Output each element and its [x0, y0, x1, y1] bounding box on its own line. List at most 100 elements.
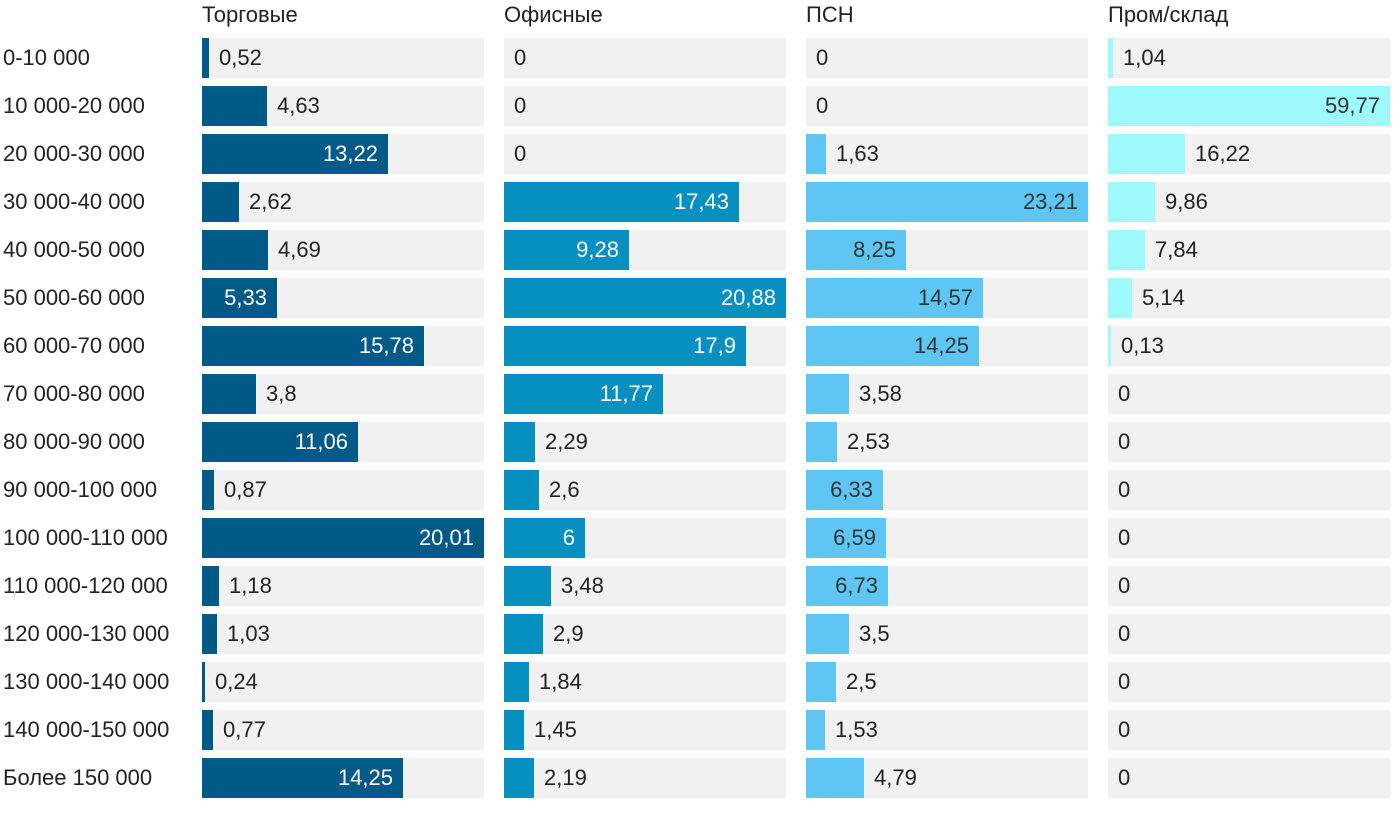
- data-label: 11,77: [599, 381, 653, 406]
- bar[interactable]: [1108, 278, 1132, 318]
- bar[interactable]: [202, 422, 358, 462]
- bar[interactable]: [202, 758, 403, 798]
- series-title: ПСН: [806, 2, 854, 27]
- data-label: 2,9: [553, 621, 584, 646]
- bar[interactable]: [202, 614, 217, 654]
- bar[interactable]: [806, 758, 864, 798]
- bar[interactable]: [806, 470, 883, 510]
- data-label: 8,25: [853, 237, 896, 262]
- category-label: 60 000-70 000: [3, 333, 145, 358]
- bar[interactable]: [202, 86, 267, 126]
- category-label: 10 000-20 000: [3, 93, 145, 118]
- bar-track: 13,22: [202, 134, 484, 174]
- bar[interactable]: [504, 422, 535, 462]
- series-title: Пром/склад: [1108, 2, 1229, 27]
- bar[interactable]: [1108, 38, 1113, 78]
- data-label: 0: [1118, 765, 1131, 790]
- bar[interactable]: [504, 662, 529, 702]
- bar[interactable]: [504, 470, 539, 510]
- bar-track: 2,6: [504, 470, 786, 510]
- data-label: 4,79: [874, 765, 917, 790]
- data-label: 0: [1118, 525, 1131, 550]
- bar[interactable]: [202, 134, 388, 174]
- bar[interactable]: [806, 614, 849, 654]
- bar-track: 0: [504, 86, 786, 126]
- bar-track: 7,84: [1108, 230, 1390, 270]
- bar[interactable]: [202, 38, 209, 78]
- data-label: 20,01: [418, 525, 474, 550]
- data-label: 0,52: [219, 45, 262, 70]
- bar-track: 3,58: [806, 374, 1088, 414]
- bar[interactable]: [202, 518, 484, 558]
- bar[interactable]: [202, 230, 268, 270]
- bar[interactable]: [504, 758, 534, 798]
- bar-track: 2,9: [504, 614, 786, 654]
- data-label: 1,63: [836, 141, 879, 166]
- bar[interactable]: [504, 278, 786, 318]
- bar[interactable]: [1108, 230, 1145, 270]
- bar[interactable]: [806, 326, 979, 366]
- bar[interactable]: [202, 662, 205, 702]
- data-label: 4,69: [278, 237, 321, 262]
- bar[interactable]: [806, 182, 1088, 222]
- data-label: 1,03: [227, 621, 270, 646]
- bar[interactable]: [806, 710, 825, 750]
- bar[interactable]: [1108, 134, 1185, 174]
- series-title: Торговые: [202, 2, 298, 27]
- bar-track: 16,22: [1108, 134, 1390, 174]
- data-label: 1,53: [835, 717, 878, 742]
- bar[interactable]: [504, 374, 663, 414]
- bar-track: 0: [806, 86, 1088, 126]
- bar[interactable]: [504, 182, 739, 222]
- bar-track: 0: [1108, 614, 1390, 654]
- bar[interactable]: [202, 470, 214, 510]
- data-label: 2,53: [847, 429, 890, 454]
- data-label: 2,19: [544, 765, 587, 790]
- bar[interactable]: [806, 134, 826, 174]
- bar[interactable]: [806, 422, 837, 462]
- data-label: 20,88: [720, 285, 776, 310]
- bar[interactable]: [1108, 326, 1111, 366]
- bar[interactable]: [504, 518, 585, 558]
- bar-track: 8,25: [806, 230, 1088, 270]
- data-label: 14,25: [337, 765, 393, 790]
- bar[interactable]: [806, 278, 983, 318]
- bar-track: 9,86: [1108, 182, 1390, 222]
- data-label: 0: [1118, 621, 1131, 646]
- bar[interactable]: [806, 662, 836, 702]
- data-label: 0,13: [1121, 333, 1164, 358]
- data-label: 0,24: [215, 669, 258, 694]
- bar[interactable]: [504, 566, 551, 606]
- bar-track: 3,5: [806, 614, 1088, 654]
- bar-track: 14,25: [202, 758, 484, 798]
- bar[interactable]: [202, 326, 424, 366]
- bar-track: 2,29: [504, 422, 786, 462]
- bar[interactable]: [806, 518, 886, 558]
- bar-track: 0: [1108, 470, 1390, 510]
- bar[interactable]: [202, 710, 213, 750]
- bar[interactable]: [202, 182, 239, 222]
- bar[interactable]: [1108, 182, 1155, 222]
- data-label: 7,84: [1155, 237, 1198, 262]
- bar[interactable]: [806, 566, 888, 606]
- bar[interactable]: [202, 374, 256, 414]
- bar-track: 0: [504, 134, 786, 174]
- bar[interactable]: [504, 614, 543, 654]
- bar[interactable]: [202, 566, 219, 606]
- bar[interactable]: [504, 710, 524, 750]
- bar[interactable]: [504, 230, 629, 270]
- bar[interactable]: [504, 326, 746, 366]
- bar[interactable]: [202, 278, 277, 318]
- bar-track: 1,04: [1108, 38, 1390, 78]
- bar[interactable]: [806, 374, 849, 414]
- bar-track: 23,21: [806, 182, 1088, 222]
- data-label: 0: [1118, 381, 1131, 406]
- category-label: 110 000-120 000: [3, 573, 168, 598]
- bar[interactable]: [1108, 86, 1390, 126]
- bar[interactable]: [806, 230, 906, 270]
- bar-track: 0: [1108, 710, 1390, 750]
- data-label: 1,04: [1123, 45, 1166, 70]
- bar-track: 0: [1108, 518, 1390, 558]
- bar-track: 9,28: [504, 230, 786, 270]
- data-label: 14,57: [917, 285, 973, 310]
